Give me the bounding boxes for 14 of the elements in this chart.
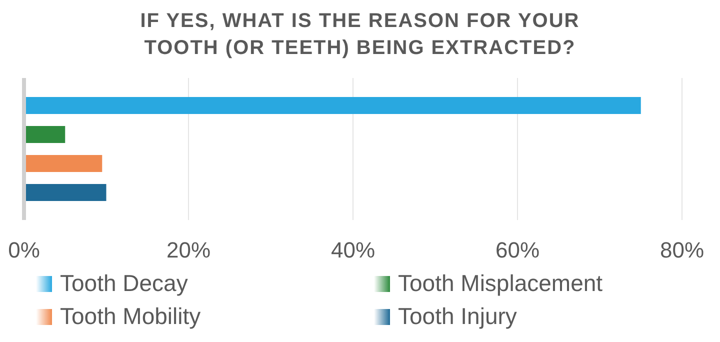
legend-label: Tooth Misplacement [398, 270, 603, 297]
x-tick-label: 40% [330, 238, 376, 263]
x-tick-label: 20% [166, 238, 211, 263]
x-tick-label: 80% [660, 238, 704, 263]
chart-title: IF YES, WHAT IS THE REASON FOR YOUR TOOTH (OR TEETH) BEING EXTRACTED? [139, 9, 581, 61]
bar [24, 184, 106, 201]
x-tick-label: 60% [495, 238, 540, 263]
legend-label: Tooth Decay [60, 270, 188, 297]
legend-label: Tooth Mobility [60, 303, 201, 330]
legend-label: Tooth Injury [398, 303, 517, 330]
x-tick-label: 0% [8, 238, 40, 263]
bar [24, 155, 102, 172]
bar [24, 97, 641, 114]
bar [24, 126, 66, 143]
